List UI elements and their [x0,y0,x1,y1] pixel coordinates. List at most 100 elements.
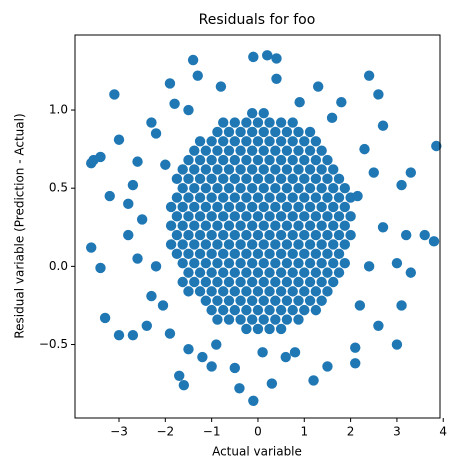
scatter-point [281,126,293,138]
scatter-point [328,201,339,213]
scatter-point [183,229,194,241]
scatter-point [218,117,229,128]
scatter-point [241,154,252,166]
scatter-point [206,286,217,297]
scatter-point [248,395,259,407]
scatter-point [310,248,322,260]
scatter-point [206,304,217,316]
scatter-point [229,192,241,203]
scatter-point [218,211,229,222]
scatter-point [206,173,217,185]
scatter-point [258,258,269,269]
scatter-point [322,154,333,166]
scatter-point [235,164,246,175]
scatter-point [275,192,287,203]
scatter-point [150,261,162,272]
scatter-point [258,276,269,288]
scatter-point [304,239,316,250]
scatter-point [281,314,293,325]
scatter-point [241,211,252,222]
scatter-point [246,220,258,231]
scatter-point [333,173,345,185]
scatter-point [275,173,287,185]
scatter-point [165,220,177,231]
scatter-point [229,248,241,260]
scatter-point [281,258,293,269]
scatter-point [200,258,212,269]
scatter-point [177,239,188,250]
scatter-point [218,286,229,297]
scatter-point [310,304,322,316]
scatter-point [132,156,143,167]
scatter-point [200,239,212,250]
scatter-point [310,136,322,147]
scatter-point [183,173,194,185]
scatter-point [252,267,264,278]
scatter-point [354,300,366,311]
scatter-point [373,320,384,331]
scatter-point [206,361,217,372]
scatter-point [287,173,298,185]
scatter-point [212,220,223,231]
scatter-point [183,211,194,222]
scatter-point [229,229,241,241]
scatter-point [316,239,327,250]
scatter-point [127,329,139,341]
scatter-point [252,117,264,128]
scatter-point [293,183,304,194]
scatter-point [299,248,310,260]
scatter-point [235,258,246,269]
scatter-point [262,50,273,61]
scatter-point [123,198,134,210]
y-tick-label: −0.5 [39,337,68,351]
scatter-point [194,267,206,278]
scatter-point [316,201,327,213]
scatter-point [328,220,339,231]
scatter-point [246,201,258,213]
scatter-point [322,361,333,372]
y-tick-label: 1.0 [49,103,68,117]
scatter-point [104,190,115,202]
scatter-point [189,183,200,194]
scatter-point [287,286,298,297]
scatter-point [206,248,217,260]
scatter-point [308,375,319,386]
scatter-point [212,183,223,194]
scatter-point [293,314,304,325]
scatter-point [275,211,287,222]
scatter-point [270,258,281,269]
scatter-point [171,173,183,185]
scatter-point [281,220,293,231]
scatter-point [350,358,361,369]
scatter-point [252,173,264,185]
scatter-point [218,192,229,203]
scatter-point [281,239,293,250]
scatter-point [293,145,304,156]
scatter-point [235,201,246,213]
scatter-point [275,229,287,241]
scatter-point [363,70,375,81]
x-tick-label: 4 [439,425,447,439]
scatter-point [183,344,194,355]
scatter-point [200,201,212,213]
scatter-point [391,258,403,269]
scatter-point [258,314,269,325]
scatter-point [246,145,258,156]
scatter-point [183,267,194,278]
scatter-point [264,211,275,222]
scatter-point [194,229,206,241]
scatter-point [316,145,327,156]
scatter-point [194,192,206,203]
scatter-point [359,143,370,155]
scatter-point [287,154,298,166]
scatter-point [223,295,235,306]
scatter-point [293,164,304,175]
x-tick-label: 2 [347,425,355,439]
x-tick-label: 1 [300,425,308,439]
scatter-point [194,136,206,147]
scatter-point [223,183,235,194]
scatter-point [368,167,379,178]
scatter-point [229,362,241,374]
scatter-point [299,229,310,241]
scatter-point [304,258,316,269]
